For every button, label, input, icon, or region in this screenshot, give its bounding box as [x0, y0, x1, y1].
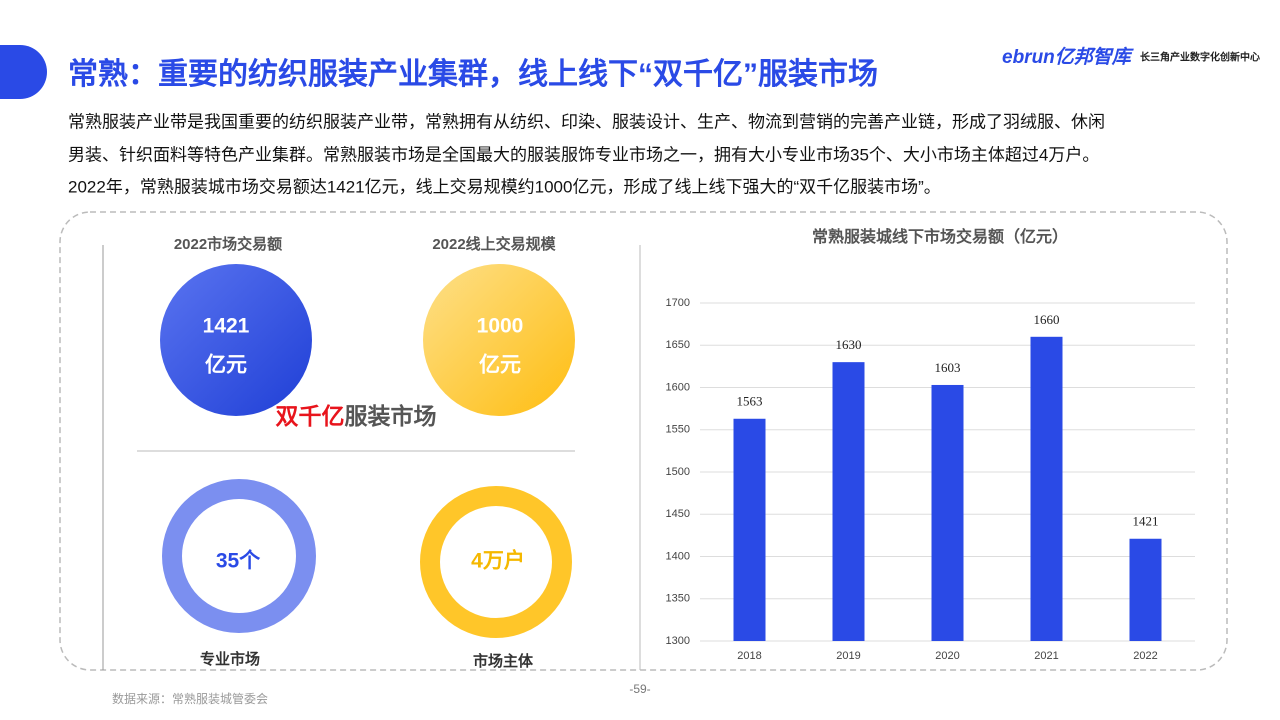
bar	[1129, 538, 1162, 641]
ring-text: 35个	[216, 550, 261, 573]
logo: ebrun亿邦智库	[1002, 46, 1135, 68]
value-label: 1563	[737, 394, 763, 409]
x-tick-label: 2019	[836, 650, 860, 662]
y-tick-label: 1350	[666, 593, 690, 605]
y-tick-label: 1400	[666, 550, 690, 562]
body-line: 2022年，常熟服装城市场交易额达1421亿元，线上交易规模约1000亿元，形成…	[68, 176, 941, 196]
logo-sub: 长三角产业数字化创新中心	[1140, 51, 1260, 64]
y-tick-label: 1300	[666, 635, 690, 647]
ring-label: 市场主体	[473, 652, 534, 670]
chart-title: 常熟服装城线下市场交易额（亿元）	[812, 227, 1068, 246]
y-tick-label: 1500	[666, 466, 690, 478]
circle-unit: 亿元	[479, 353, 521, 377]
value-label: 1603	[935, 360, 961, 375]
ring-label: 专业市场	[200, 650, 260, 668]
value-label: 1660	[1034, 312, 1060, 327]
y-tick-label: 1600	[666, 381, 690, 393]
x-tick-label: 2021	[1034, 650, 1058, 662]
x-tick-label: 2020	[935, 650, 959, 662]
x-tick-label: 2022	[1133, 650, 1157, 662]
y-tick-label: 1650	[666, 339, 690, 351]
circle-unit: 亿元	[205, 353, 247, 377]
value-label: 1630	[836, 337, 862, 352]
body-line: 常熟服装产业带是我国重要的纺织服装产业带，常熟拥有从纺织、印染、服装设计、生产、…	[68, 111, 1105, 131]
y-tick-label: 1450	[666, 508, 690, 520]
center-red: 双千亿	[276, 403, 345, 429]
ring	[162, 479, 316, 633]
x-tick-label: 2018	[737, 650, 761, 662]
title: 常熟：重要的纺织服装产业集群，线上线下“双千亿”服装市场	[68, 57, 878, 91]
circle-number: 1421	[203, 315, 250, 338]
circle-label: 2022线上交易规模	[432, 235, 556, 253]
ring	[420, 486, 572, 638]
stat-circle	[160, 264, 312, 416]
circle-label: 2022市场交易额	[174, 235, 282, 253]
bar	[1030, 336, 1063, 641]
bar	[832, 362, 865, 641]
circle-number: 1000	[477, 315, 524, 338]
bar	[931, 384, 964, 641]
value-label: 1421	[1133, 514, 1159, 529]
y-tick-label: 1700	[666, 297, 690, 309]
bar	[733, 418, 766, 641]
panel-frame	[59, 211, 1228, 671]
ring-text: 4万户	[471, 549, 525, 573]
y-tick-label: 1550	[666, 424, 690, 436]
center-caption: 双千亿服装市场	[276, 403, 437, 429]
title-accent	[0, 45, 47, 99]
body-line: 男装、针织面料等特色产业集群。常熟服装市场是全国最大的服装服饰专业市场之一，拥有…	[68, 144, 1099, 164]
page-number: -59-	[629, 682, 650, 696]
center-gray: 服装市场	[345, 403, 437, 429]
source: 数据来源：常熟服装城管委会	[112, 691, 268, 706]
stat-circle	[423, 264, 575, 416]
